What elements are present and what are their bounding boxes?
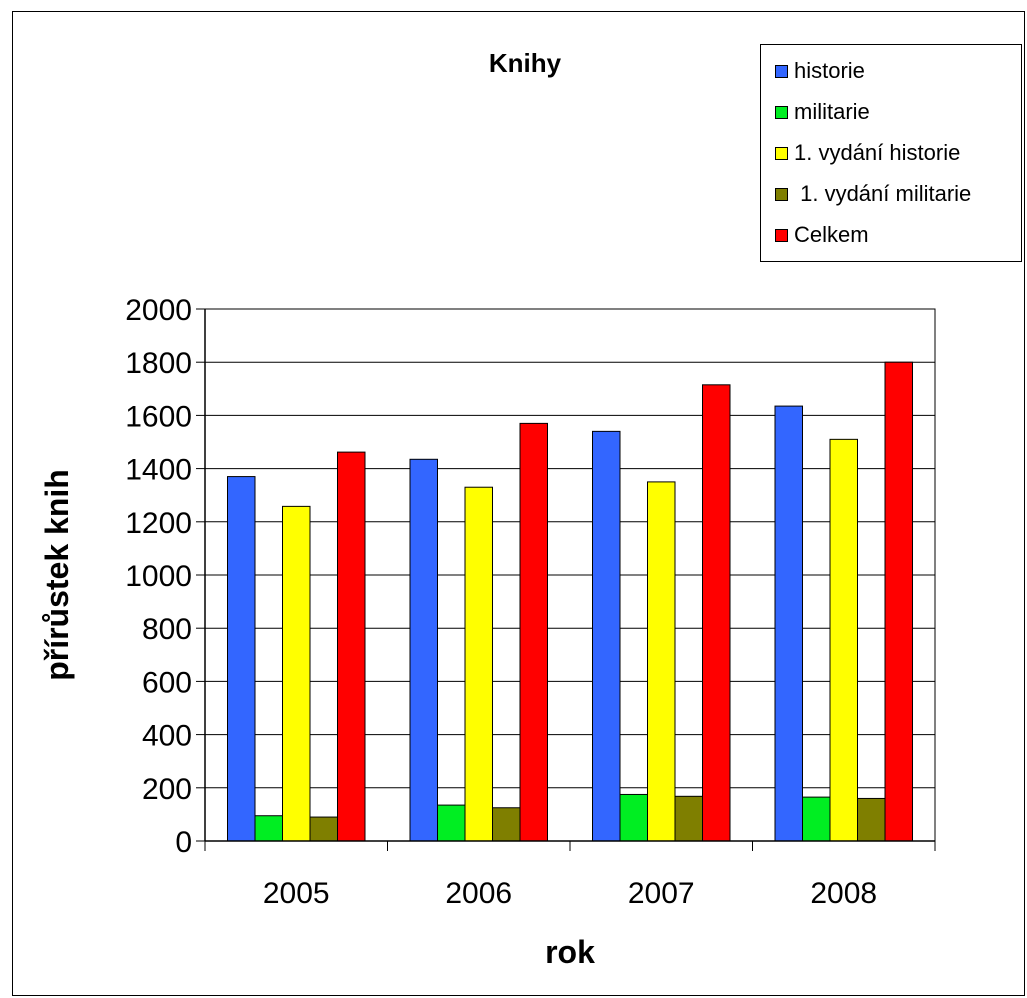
- legend-swatch: [775, 105, 788, 119]
- bar: [309, 816, 338, 842]
- legend-swatch: [775, 146, 788, 160]
- y-tick-label: 1600: [125, 400, 192, 433]
- legend-label: Celkem: [794, 222, 869, 247]
- legend: historie militarie 1. vydání historie 1.…: [760, 44, 1022, 262]
- legend-swatch: [775, 228, 788, 242]
- bar: [282, 505, 311, 842]
- axes: 0 200 400 600 800 1000 1200 1400 1600 1800 2000 200…: [125, 294, 936, 910]
- bar: [437, 804, 466, 842]
- bar: [884, 361, 913, 842]
- y-tick-label: 0: [175, 826, 192, 859]
- bar: [464, 486, 493, 842]
- chart-title: Knihy: [489, 48, 562, 78]
- bar: [674, 795, 703, 842]
- y-axis-title: přírůstek knih: [39, 469, 75, 681]
- y-tick-label: 1400: [125, 454, 192, 487]
- y-tick-label: 1200: [125, 507, 192, 540]
- bar: [254, 815, 283, 842]
- bar: [857, 797, 886, 842]
- y-tick-label: 1000: [125, 560, 192, 593]
- bar: [337, 451, 366, 842]
- y-tick-label: 800: [142, 613, 192, 646]
- x-tick-label: 2008: [810, 877, 877, 910]
- bar: [409, 458, 438, 842]
- bar: [519, 422, 548, 842]
- legend-label: militarie: [794, 99, 870, 124]
- x-tick-label: 2005: [263, 877, 330, 910]
- y-tick-label: 2000: [125, 294, 192, 327]
- bar: [647, 481, 676, 842]
- x-tick-label: 2006: [445, 877, 512, 910]
- bars: [227, 361, 913, 842]
- bar: [227, 476, 256, 842]
- legend-item: 1. vydání militarie: [775, 179, 971, 209]
- y-tick-label: 200: [142, 773, 192, 806]
- y-tick-label: 400: [142, 720, 192, 753]
- y-tick-label: 600: [142, 666, 192, 699]
- bar: [619, 793, 648, 842]
- bar: [774, 405, 803, 842]
- legend-item: historie: [775, 56, 865, 86]
- legend-swatch: [775, 187, 788, 201]
- legend-item: Celkem: [775, 220, 869, 250]
- bar: [802, 796, 831, 842]
- legend-label: 1. vydání militarie: [794, 181, 972, 206]
- gridlines: [204, 308, 936, 842]
- y-tick-label: 1800: [125, 347, 192, 380]
- bar: [702, 384, 731, 842]
- bar: [592, 430, 621, 842]
- legend-label: 1. vydání historie: [794, 140, 961, 165]
- legend-label: historie: [794, 58, 865, 83]
- x-tick-label: 2007: [628, 877, 695, 910]
- legend-swatch: [775, 64, 788, 78]
- bar: [829, 438, 858, 842]
- legend-item: 1. vydání historie: [775, 138, 960, 168]
- bar: [492, 807, 521, 842]
- x-axis-title: rok: [545, 934, 595, 970]
- legend-item: militarie: [775, 97, 870, 127]
